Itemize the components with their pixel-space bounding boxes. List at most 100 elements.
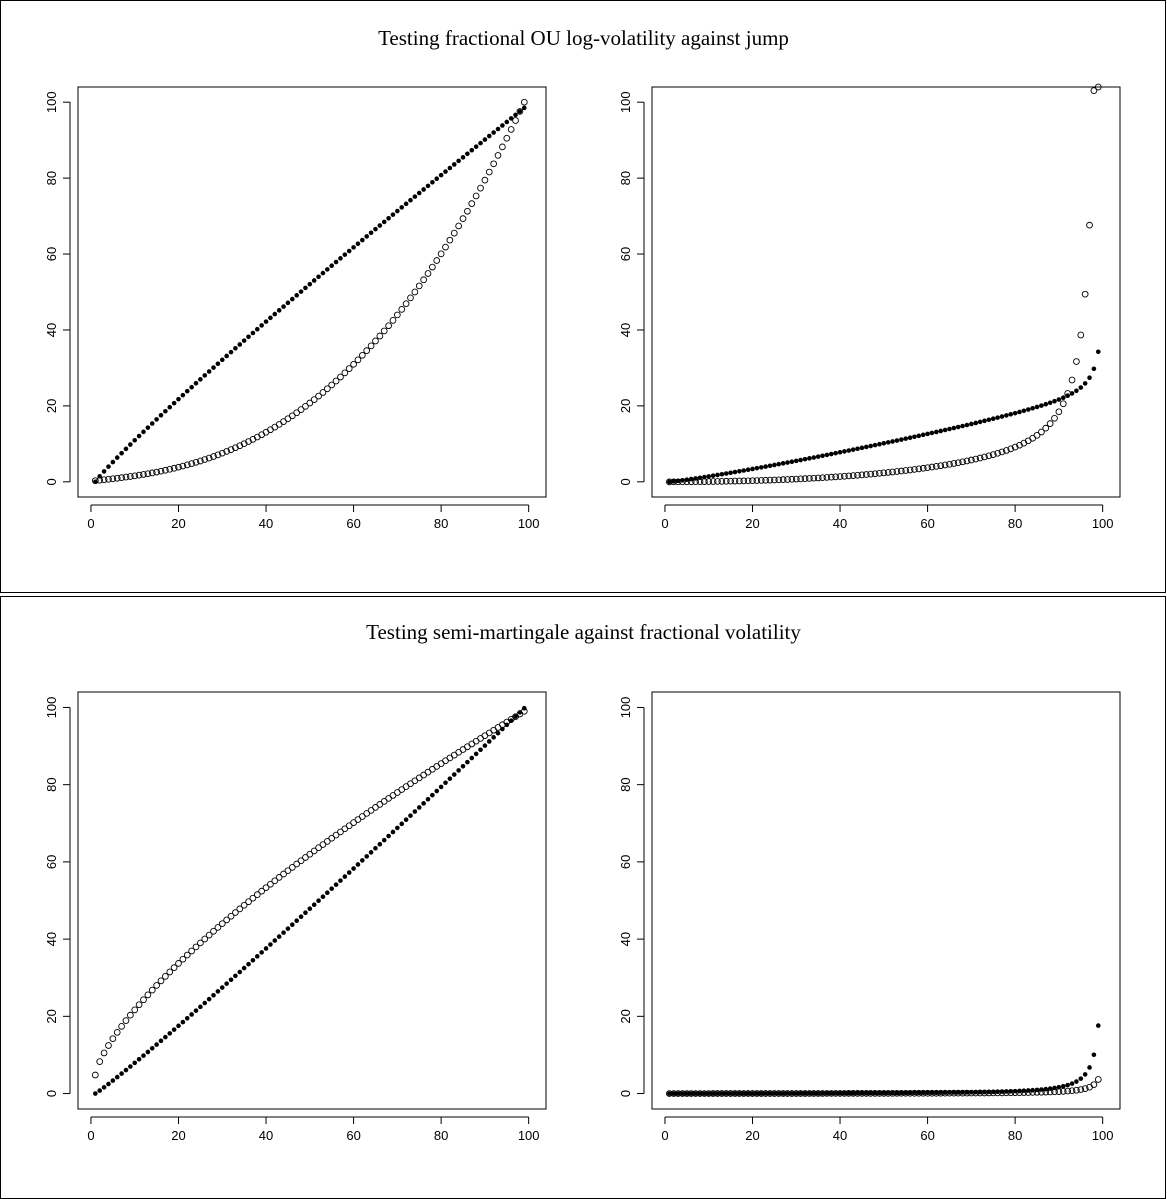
top-right-point-filled bbox=[1091, 366, 1097, 372]
top-right-point-filled bbox=[1039, 403, 1044, 408]
bottom-right-point-filled bbox=[942, 1090, 948, 1095]
top-left-point-filled bbox=[373, 226, 378, 232]
top-left-point-filled bbox=[430, 179, 435, 185]
top-right-point-filled bbox=[903, 436, 908, 441]
bottom-left-point-filled bbox=[241, 965, 247, 971]
top-right-point-open bbox=[1016, 441, 1023, 449]
top-left-point-filled bbox=[97, 474, 103, 479]
top-left-point-filled bbox=[259, 323, 264, 328]
bottom-left-point-open bbox=[157, 977, 165, 985]
bottom-left-point-filled bbox=[141, 1053, 146, 1058]
bottom-left-point-open bbox=[197, 939, 204, 947]
bottom-right-point-filled bbox=[1069, 1081, 1075, 1086]
top-right-point-open bbox=[836, 473, 844, 480]
top-left-point-open bbox=[122, 473, 130, 481]
bottom-right-y-tick-label: 0 bbox=[618, 1090, 633, 1097]
top-right-point-open bbox=[845, 472, 853, 480]
bottom-right-point-open bbox=[1073, 1086, 1080, 1094]
top-left-point-filled bbox=[408, 197, 413, 203]
top-right-point-filled bbox=[1017, 409, 1022, 415]
top-left-point-open bbox=[175, 463, 182, 471]
top-right-point-filled bbox=[815, 454, 821, 459]
top-right-point-filled bbox=[920, 432, 926, 438]
bottom-left-point-filled bbox=[184, 1015, 190, 1021]
top-left-point-filled bbox=[233, 345, 238, 351]
bottom-left-point-open bbox=[210, 927, 217, 935]
top-right-point-filled bbox=[916, 433, 922, 439]
bottom-right-point-filled bbox=[934, 1090, 939, 1095]
bottom-left-point-filled bbox=[189, 1012, 194, 1017]
bottom-left-point-filled bbox=[469, 755, 475, 761]
top-right-point-open bbox=[867, 470, 875, 478]
bottom-left-point-filled bbox=[521, 705, 527, 711]
top-left-point-filled bbox=[215, 361, 221, 367]
top-right-point-open bbox=[736, 477, 743, 485]
top-left-point-filled bbox=[469, 147, 475, 153]
bottom-right-point-filled bbox=[780, 1091, 786, 1096]
bottom-right-point-filled bbox=[951, 1090, 957, 1095]
bottom-left-point-filled bbox=[473, 751, 479, 757]
top-right-point-open bbox=[714, 478, 721, 485]
bottom-left-point-filled bbox=[193, 1008, 199, 1013]
top-left-point-filled bbox=[298, 289, 304, 294]
top-right-point-open bbox=[810, 474, 818, 482]
bottom-left-point-filled bbox=[228, 977, 234, 983]
top-left-point-filled bbox=[338, 256, 343, 261]
bottom-left-point-open bbox=[363, 810, 371, 817]
bottom-left-point-filled bbox=[377, 841, 383, 847]
bottom-left-point-filled bbox=[329, 886, 334, 891]
top-right-point-filled bbox=[776, 461, 782, 467]
bottom-left-point-filled bbox=[434, 788, 440, 794]
bottom-left-point-open bbox=[135, 1001, 143, 1009]
top-left-point-open bbox=[472, 192, 480, 200]
bottom-right-point-filled bbox=[671, 1091, 677, 1096]
top-left-point-open bbox=[315, 392, 322, 400]
bottom-right-point-filled bbox=[1025, 1088, 1031, 1093]
bottom-right-point-filled bbox=[850, 1090, 856, 1096]
top-left-point-open bbox=[166, 465, 174, 473]
bottom-left-y-tick-label: 100 bbox=[44, 697, 59, 719]
bottom-left-point-open bbox=[293, 860, 301, 868]
top-left-point-filled bbox=[241, 338, 247, 343]
top-right-point-open bbox=[858, 471, 866, 479]
top-left-point-open bbox=[490, 160, 497, 168]
bottom-left-point-filled bbox=[163, 1034, 168, 1040]
bottom-right-point-filled bbox=[929, 1090, 935, 1096]
top-right-point-filled bbox=[1069, 391, 1075, 396]
bottom-right-point-filled bbox=[754, 1091, 760, 1096]
bottom-left-point-filled bbox=[517, 710, 523, 715]
bottom-left-point-filled bbox=[101, 1085, 107, 1090]
top-right-point-open bbox=[1051, 414, 1058, 422]
top-left-point-open bbox=[477, 184, 484, 192]
top-left-point-open bbox=[131, 472, 139, 480]
top-left-point-filled bbox=[486, 133, 492, 139]
top-left-point-open bbox=[148, 469, 156, 477]
bottom-left-point-filled bbox=[338, 878, 343, 883]
bottom-right-point-filled bbox=[789, 1091, 795, 1096]
bottom-left-x-tick-label: 20 bbox=[171, 1128, 185, 1143]
bottom-left-point-filled bbox=[202, 1000, 208, 1006]
bottom-left-point-filled bbox=[219, 985, 225, 990]
bottom-left-point-open bbox=[188, 947, 195, 955]
top-right-point-filled bbox=[1074, 388, 1079, 394]
bottom-left-point-filled bbox=[206, 996, 212, 1002]
top-left-point-filled bbox=[333, 259, 339, 265]
top-left-point-open bbox=[328, 381, 336, 389]
bottom-left-point-filled bbox=[430, 792, 435, 798]
bottom-right-point-filled bbox=[990, 1089, 996, 1095]
bottom-right-point-filled bbox=[1087, 1065, 1092, 1070]
bottom-right-point-filled bbox=[750, 1091, 755, 1096]
top-right-point-filled bbox=[793, 458, 799, 464]
top-right-point-open bbox=[954, 459, 962, 467]
bottom-left-point-open bbox=[175, 960, 182, 967]
bottom-right-point-filled bbox=[793, 1091, 799, 1096]
top-right-point-open bbox=[981, 453, 988, 461]
bottom-right-point-filled bbox=[745, 1091, 751, 1096]
top-right-point-filled bbox=[828, 451, 834, 457]
bottom-right-point-filled bbox=[798, 1091, 803, 1096]
top-left-point-filled bbox=[246, 334, 251, 340]
top-right-point-open bbox=[889, 468, 896, 476]
top-left-point-filled bbox=[368, 230, 374, 236]
bottom-right-point-open bbox=[1081, 1085, 1089, 1092]
bottom-right-point-filled bbox=[1065, 1082, 1070, 1088]
